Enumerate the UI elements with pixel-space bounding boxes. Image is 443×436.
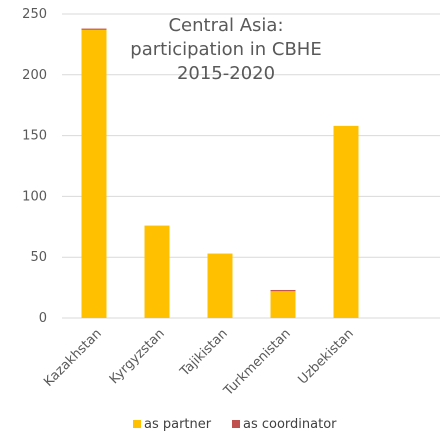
y-tick-label-50: 50 — [30, 250, 47, 265]
bar-uzbekistan-as-partner — [333, 125, 359, 318]
x-tick-label-kyrgyzstan: Kyrgyzstan — [107, 326, 168, 387]
legend-label-as-coordinator: as coordinator — [243, 417, 337, 432]
x-tick-label-kazakhstan: Kazakhstan — [41, 326, 105, 390]
bar-turkmenistan-as-coordinator — [270, 290, 296, 292]
bar-turkmenistan-as-partner — [270, 291, 296, 318]
legend-swatch-as-coordinator — [232, 420, 240, 428]
bar-kyrgyzstan-as-partner — [144, 225, 170, 318]
chart-title-line-1: Central Asia: — [168, 15, 283, 36]
x-tick-label-turkmenistan: Turkmenistan — [221, 326, 294, 399]
bars — [81, 28, 359, 318]
x-tick-label-tajikistan: Tajikistan — [177, 326, 231, 380]
y-tick-label-250: 250 — [22, 7, 47, 22]
x-tick-label-uzbekistan: Uzbekistan — [295, 326, 356, 387]
y-tick-label-200: 200 — [22, 68, 47, 83]
chart-title-line-2: participation in CBHE — [130, 39, 321, 60]
legend-swatch-as-partner — [133, 420, 141, 428]
y-tick-label-0: 0 — [39, 311, 47, 326]
chart-title: Central Asia: participation in CBHE 2015… — [130, 15, 321, 84]
bar-tajikistan-as-partner — [207, 253, 233, 318]
bar-kazakhstan-as-coordinator — [81, 28, 107, 30]
chart-title-line-3: 2015-2020 — [177, 63, 275, 84]
y-axis-ticks: 0 50 100 150 200 250 — [22, 7, 47, 326]
gridlines — [62, 13, 440, 319]
legend: as partner as coordinator — [133, 417, 337, 432]
legend-label-as-partner: as partner — [144, 417, 212, 432]
y-tick-label-150: 150 — [22, 129, 47, 144]
y-tick-label-100: 100 — [22, 189, 47, 204]
bar-kazakhstan-as-partner — [81, 29, 107, 318]
x-axis-ticks: Kazakhstan Kyrgyzstan TajikistanTurkmenist… — [41, 326, 357, 399]
